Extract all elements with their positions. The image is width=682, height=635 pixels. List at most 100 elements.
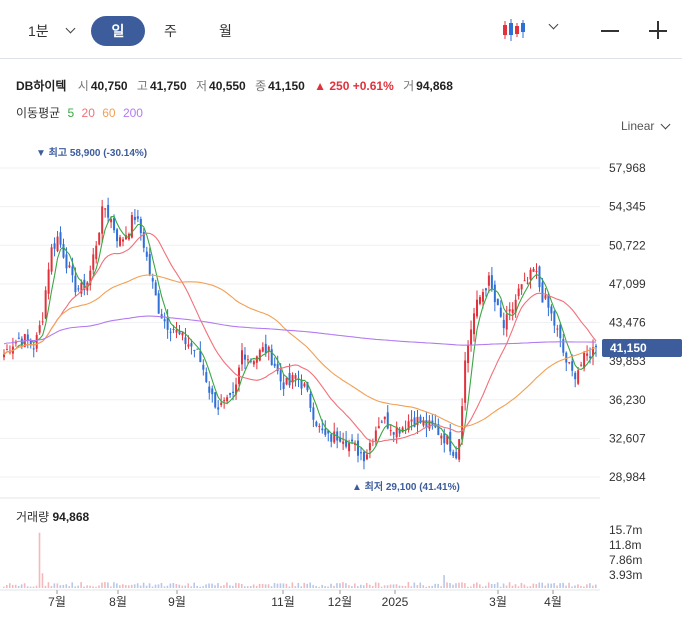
moving-average-lines xyxy=(3,215,597,454)
volume-bar xyxy=(508,582,511,588)
candle-body xyxy=(5,349,8,351)
volume-bar xyxy=(306,583,309,588)
candle-body xyxy=(26,334,29,340)
volume-tick-label: 7.86m xyxy=(609,553,642,567)
low-value: 40,550 xyxy=(209,79,246,93)
candlestick-icon[interactable] xyxy=(502,17,526,43)
chart-toolbar: 1분 일 주 월 xyxy=(0,0,682,59)
volume-bar xyxy=(434,583,436,588)
candles xyxy=(3,197,597,470)
candle-body xyxy=(493,284,496,303)
volume-bar xyxy=(145,585,148,588)
candle-body xyxy=(473,313,476,335)
grid-lines xyxy=(0,167,600,591)
volume-bar xyxy=(386,585,389,588)
volume-bar xyxy=(169,583,172,588)
minus-icon[interactable] xyxy=(601,30,619,32)
volume-bar xyxy=(190,586,193,588)
volume-bar xyxy=(273,583,276,588)
volume-bar xyxy=(282,583,285,588)
candle-body xyxy=(330,434,333,442)
volume-bar xyxy=(32,586,35,588)
high-value: 41,750 xyxy=(149,79,187,93)
candle-body xyxy=(151,278,154,282)
volume-bar xyxy=(467,586,469,588)
volume-bar xyxy=(589,583,591,588)
volume-bar xyxy=(520,582,523,588)
volume-bar xyxy=(196,585,198,588)
moving-average-legend[interactable]: 이동평균 5 20 60 200 xyxy=(16,104,147,121)
y-tick-label: 43,476 xyxy=(609,316,646,330)
volume-bar xyxy=(261,583,264,588)
volume-bar xyxy=(71,582,74,588)
interval-minute-button[interactable]: 1분 xyxy=(28,23,49,39)
candle-body xyxy=(484,288,487,291)
volume-bar xyxy=(330,583,332,588)
volume-tick-label: 3.93m xyxy=(609,568,642,582)
y-tick-label: 28,984 xyxy=(609,470,646,484)
candle-body xyxy=(113,217,116,231)
interval-month-button[interactable]: 월 xyxy=(219,23,232,39)
volume-bar xyxy=(205,584,207,588)
volume-bar xyxy=(490,583,493,588)
candle-body xyxy=(246,359,249,361)
candle-body xyxy=(416,416,419,426)
volume-bar xyxy=(267,584,270,588)
candle-body xyxy=(511,309,514,314)
volume-panel-title: 거래량 94,868 xyxy=(16,508,89,525)
candle-body xyxy=(562,339,565,353)
volume-bar xyxy=(20,584,23,588)
candle-body xyxy=(53,243,56,249)
ma-label: 이동평균 xyxy=(16,106,61,120)
candle-body xyxy=(47,269,50,294)
volume-bar xyxy=(431,585,433,588)
candle-body xyxy=(243,354,246,360)
volume-bar xyxy=(235,582,237,588)
volume-bar xyxy=(41,573,44,588)
candle-body xyxy=(273,363,276,367)
volume-bar xyxy=(151,586,154,588)
candle-body xyxy=(77,288,80,290)
candle-body xyxy=(505,314,508,330)
volume-bar xyxy=(193,582,195,588)
candle-body xyxy=(410,419,413,422)
candle-body xyxy=(357,440,360,456)
volume-bar xyxy=(136,583,139,588)
interval-day-button[interactable]: 일 xyxy=(91,16,145,46)
candle-body xyxy=(339,437,342,442)
volume-bar xyxy=(449,583,451,588)
candle-body xyxy=(532,268,535,272)
candle-body xyxy=(443,433,446,444)
volume-bar xyxy=(565,585,567,588)
candle-body xyxy=(261,347,264,352)
candle-body xyxy=(145,251,148,257)
candle-body xyxy=(110,219,113,223)
candle-body xyxy=(291,374,294,383)
ma20-line xyxy=(3,232,597,443)
candle-body xyxy=(535,270,538,272)
candle-body xyxy=(56,236,59,251)
scale-mode-select[interactable]: Linear xyxy=(621,119,655,133)
candle-body xyxy=(556,328,559,330)
volume-bar xyxy=(505,585,508,588)
candle-body xyxy=(190,343,193,347)
volume-bar xyxy=(333,585,335,588)
candle-body xyxy=(285,377,288,385)
volume-bar xyxy=(294,586,297,588)
volume-bar xyxy=(89,585,91,588)
volume-bar xyxy=(74,586,76,588)
volume-bar xyxy=(374,582,377,588)
plus-icon-vertical[interactable] xyxy=(657,21,659,39)
volume-bar xyxy=(351,586,353,588)
volume-bar xyxy=(107,582,109,588)
interval-week-button[interactable]: 주 xyxy=(164,23,177,39)
candle-body xyxy=(481,292,484,302)
volume-bar xyxy=(443,575,445,588)
volume-bar xyxy=(577,584,579,588)
x-tick-label: 2025 xyxy=(382,595,409,609)
candle-body xyxy=(264,343,267,353)
y-tick-label: 54,345 xyxy=(609,200,646,214)
candle-body xyxy=(196,348,199,350)
volume-bar xyxy=(493,584,496,588)
